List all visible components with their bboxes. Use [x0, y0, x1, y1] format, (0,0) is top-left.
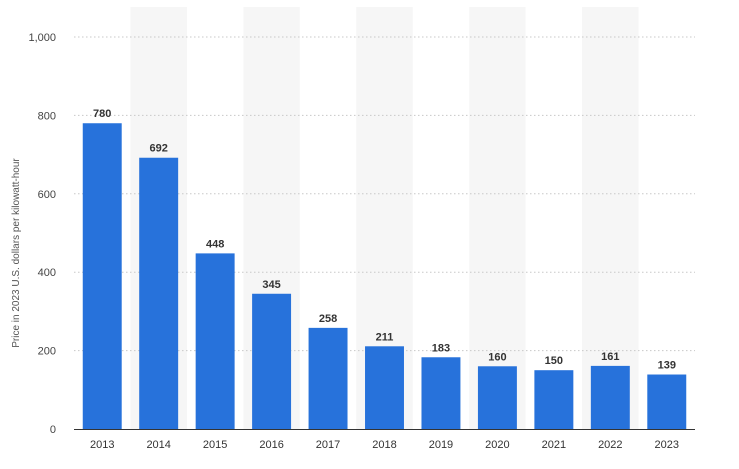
y-tick-label: 200 [38, 346, 56, 358]
bar [421, 357, 461, 429]
bar [365, 346, 404, 429]
y-tick-label: 0 [50, 424, 56, 436]
data-label: 780 [93, 108, 111, 120]
x-tick-label: 2018 [372, 439, 396, 451]
gridlines [74, 36, 695, 352]
data-label: 692 [150, 143, 168, 155]
bars [82, 123, 687, 430]
data-label: 345 [262, 279, 280, 291]
background-bands [130, 7, 639, 429]
data-labels: 780 692 448 345 258 211 183 160 150 161 139 [93, 108, 676, 371]
x-axis-ticks: 2013 2014 2015 2016 2017 2018 2019 2020 2021 2022… [90, 439, 679, 451]
data-label: 448 [206, 238, 224, 250]
x-tick-label: 2013 [90, 439, 114, 451]
x-tick-label: 2022 [598, 439, 622, 451]
bar [308, 327, 348, 429]
data-label: 258 [319, 313, 337, 325]
x-tick-label: 2016 [259, 439, 283, 451]
x-tick-label: 2014 [146, 439, 170, 451]
y-axis-label: Price in 2023 U.S. dollars per kilowatt-… [11, 158, 22, 348]
data-label: 211 [376, 331, 394, 343]
y-axis-ticks: 0 200 400 600 800 1,000 [28, 32, 56, 436]
bar [252, 293, 292, 429]
background-band [582, 7, 639, 429]
x-tick-label: 2019 [429, 439, 453, 451]
data-label: 160 [488, 351, 506, 363]
y-tick-label: 800 [38, 110, 56, 122]
y-tick-label: 400 [38, 267, 56, 279]
bar [590, 365, 630, 429]
bar [82, 123, 122, 430]
x-tick-label: 2021 [542, 439, 566, 451]
x-tick-label: 2020 [485, 439, 509, 451]
data-label: 161 [601, 351, 619, 363]
y-tick-label: 1,000 [28, 32, 56, 44]
data-label: 139 [658, 360, 676, 372]
bar [647, 374, 687, 429]
x-tick-label: 2017 [316, 439, 340, 451]
bar [195, 253, 235, 429]
x-tick-label: 2023 [655, 439, 679, 451]
bar [477, 366, 517, 429]
bar [534, 370, 574, 429]
bar [139, 157, 179, 429]
x-tick-label: 2015 [203, 439, 227, 451]
y-tick-label: 600 [38, 189, 56, 201]
data-label: 183 [432, 342, 450, 354]
data-label: 150 [545, 355, 563, 367]
background-band [469, 7, 526, 429]
